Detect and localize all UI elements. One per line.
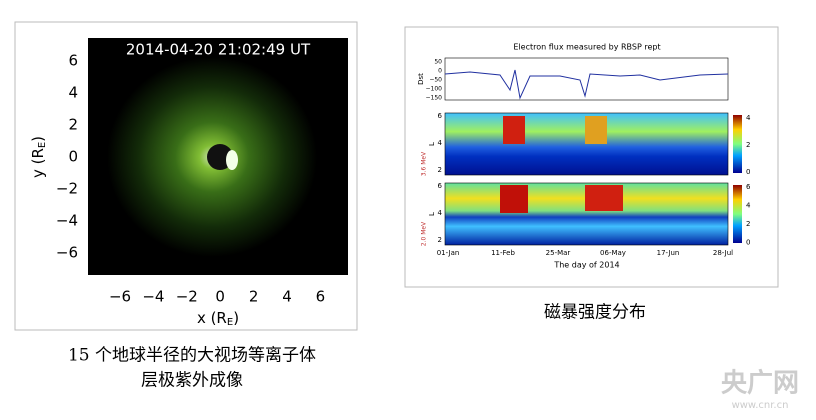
- x-tick-label: 11-Feb: [491, 249, 515, 257]
- y-tick-label: 2: [68, 116, 78, 134]
- x-label-sub: E: [227, 317, 233, 328]
- colorbar-tick-label: 2: [746, 220, 750, 228]
- x-tick-label: 28-Jul: [713, 249, 733, 257]
- y-tick-label: 2: [438, 236, 442, 244]
- x-tick-label: 6: [316, 288, 326, 306]
- y-tick-label: −100: [426, 86, 443, 93]
- energy-label: 3.6 MeV: [421, 151, 428, 176]
- colorbar-tick-label: 0: [746, 168, 750, 176]
- chart-title: Electron flux measured by RBSP rept: [513, 43, 660, 52]
- dst-label: Dst: [417, 73, 425, 85]
- caption-line: 15 个地球半径的大视场等离子体: [68, 346, 316, 366]
- flux-enhancement: [585, 116, 607, 144]
- y-tick-label: 6: [68, 52, 78, 70]
- x-tick-label: 01-Jan: [437, 249, 460, 257]
- y-tick-label: −2: [56, 180, 78, 198]
- colorbar: [733, 185, 742, 243]
- caption: 磁暴强度分布: [544, 303, 646, 323]
- y-tick-label: 6: [438, 182, 443, 190]
- caption-line: 层极紫外成像: [141, 371, 243, 391]
- y-tick-label: 4: [68, 84, 78, 102]
- dst-panel: [444, 57, 729, 101]
- y-tick-label: 0: [438, 68, 442, 75]
- y-label-main: y (R: [29, 148, 47, 178]
- x-tick-label: 25-Mar: [546, 249, 571, 257]
- y-tick-label: 4: [438, 209, 443, 217]
- x-tick-label: −6: [109, 288, 131, 306]
- l-label: L: [428, 212, 436, 216]
- y-tick-label: 2: [438, 166, 442, 174]
- flux-enhancement: [500, 185, 528, 213]
- y-label-close: ): [29, 136, 47, 142]
- y-tick-label: 6: [438, 112, 443, 120]
- colorbar-tick-label: 6: [746, 183, 751, 191]
- y-tick-label: −6: [56, 244, 78, 262]
- dst-trace: [444, 69, 729, 100]
- watermark-url: www.cnr.cn: [732, 400, 789, 411]
- x-tick-label: −2: [176, 288, 198, 306]
- x-axis-label: The day of 2014: [553, 261, 619, 270]
- y-tick-label: 0: [68, 148, 78, 166]
- flux-enhancement: [503, 116, 525, 144]
- x-tick-label: 06-May: [600, 249, 626, 257]
- y-tick-label: −4: [56, 212, 78, 230]
- dayglow: [226, 150, 238, 170]
- x-label-main: x (R: [197, 309, 227, 327]
- y-tick-label: 4: [438, 139, 443, 147]
- colorbar-tick-label: 0: [746, 239, 750, 247]
- x-axis-label: x (RE): [197, 309, 239, 329]
- l-label: L: [428, 142, 436, 146]
- x-tick-label: 17-Jun: [657, 249, 680, 257]
- y-tick-label: −50: [429, 77, 442, 84]
- flux-enhancement: [585, 185, 623, 211]
- energy-label: 2.0 MeV: [421, 221, 428, 246]
- y-tick-label: −150: [426, 95, 443, 102]
- x-tick-label: −4: [142, 288, 164, 306]
- colorbar-tick-label: 4: [746, 114, 751, 122]
- x-tick-label: 4: [282, 288, 292, 306]
- watermark-logo: 央广网: [721, 369, 799, 399]
- spectrogram: [444, 182, 729, 246]
- colorbar-tick-label: 4: [746, 202, 751, 210]
- timestamp: 2014-04-20 21:02:49 UT: [126, 41, 311, 59]
- x-tick-label: 2: [249, 288, 259, 306]
- x-tick-label: 0: [215, 288, 225, 306]
- y-tick-label: 50: [434, 59, 442, 66]
- y-label-sub: E: [37, 142, 48, 148]
- colorbar: [733, 115, 742, 173]
- x-label-close: ): [233, 309, 239, 327]
- colorbar-tick-label: 2: [746, 141, 750, 149]
- y-axis-label: y (RE): [29, 136, 49, 178]
